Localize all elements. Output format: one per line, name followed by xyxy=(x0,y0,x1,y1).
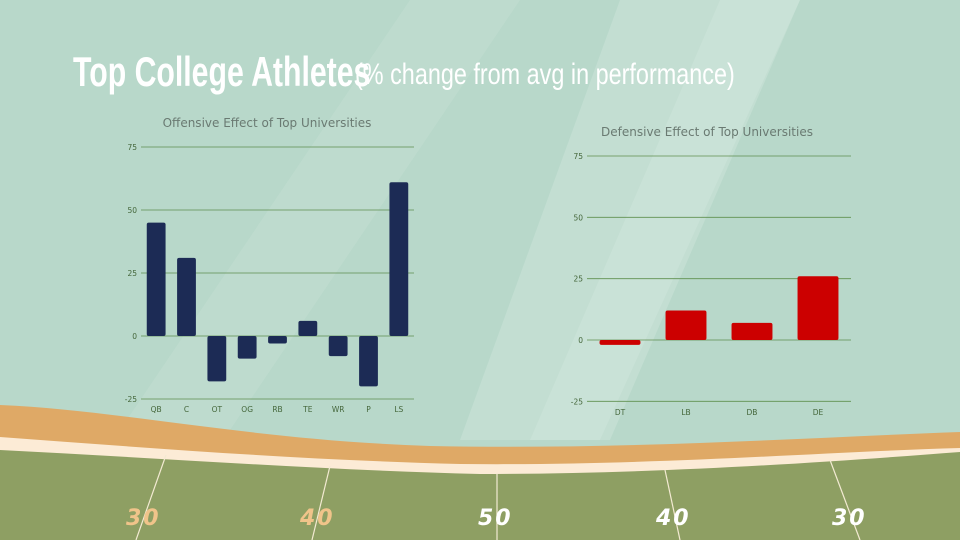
bar-c xyxy=(177,257,196,336)
bar-ls xyxy=(389,182,409,336)
x-tick-label: LB xyxy=(681,408,690,417)
y-tick-label: -25 xyxy=(125,395,137,404)
yard-line xyxy=(311,465,331,540)
bar-rb xyxy=(268,336,287,344)
x-tick-label: QB xyxy=(151,405,162,414)
yard-line xyxy=(829,459,861,540)
bar-db xyxy=(731,322,773,340)
slide-title: Top College Athletes (% change from avg … xyxy=(73,48,833,98)
x-tick-label: P xyxy=(366,405,371,414)
yard-number-30-left: 30 xyxy=(126,506,161,531)
yard-number-40-right: 40 xyxy=(656,506,691,531)
x-tick-label: C xyxy=(184,405,189,414)
y-tick-label: 25 xyxy=(573,275,583,284)
x-tick-label: RB xyxy=(272,405,282,414)
defensive-chart-title: Defensive Effect of Top Universities xyxy=(601,125,813,139)
y-tick-label: 0 xyxy=(132,332,137,341)
bar-wr xyxy=(328,336,348,357)
bar-dt xyxy=(599,340,641,345)
y-tick-label: 25 xyxy=(127,269,137,278)
bar-lb xyxy=(665,310,707,340)
y-tick-label: 75 xyxy=(127,143,137,152)
x-tick-label: WR xyxy=(332,405,345,414)
field-turf xyxy=(0,450,960,540)
bar-og xyxy=(237,336,257,359)
x-tick-label: TE xyxy=(302,405,313,414)
yard-number-30-right: 30 xyxy=(832,506,867,531)
bar-ot xyxy=(207,336,227,382)
yard-number-50: 50 xyxy=(478,506,513,531)
y-tick-label: 50 xyxy=(127,206,137,215)
x-tick-label: OT xyxy=(212,405,223,414)
y-tick-label: 0 xyxy=(578,336,583,345)
yard-line xyxy=(135,454,167,540)
slide-title-subtitle: (% change from avg in performance) xyxy=(355,58,735,91)
light-stripe xyxy=(530,0,800,440)
light-stripe xyxy=(120,0,520,430)
bar-qb xyxy=(146,222,166,336)
y-tick-label: 75 xyxy=(573,152,583,161)
offensive-chart-title: Offensive Effect of Top Universities xyxy=(162,116,372,130)
x-tick-label: LS xyxy=(394,405,403,414)
y-tick-label: -25 xyxy=(571,397,583,406)
x-tick-label: OG xyxy=(241,405,253,414)
yard-number-40-left: 40 xyxy=(300,506,335,531)
slide-title-main: Top College Athletes xyxy=(73,48,371,95)
x-tick-label: DE xyxy=(813,408,824,417)
bar-te xyxy=(298,320,318,336)
x-tick-label: DB xyxy=(747,408,758,417)
x-tick-label: DT xyxy=(615,408,626,417)
yard-line xyxy=(664,469,681,540)
y-tick-label: 50 xyxy=(573,213,583,222)
bar-de xyxy=(797,276,839,340)
bar-p xyxy=(359,336,378,387)
